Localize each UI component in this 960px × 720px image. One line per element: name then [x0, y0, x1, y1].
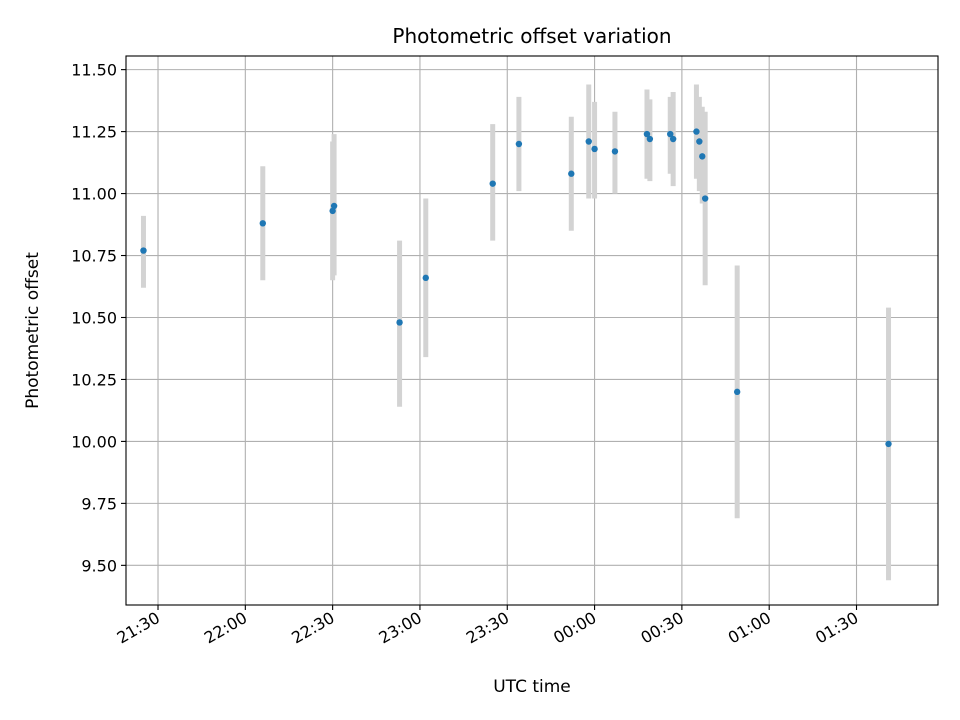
data-point [259, 220, 266, 227]
data-point [330, 202, 338, 210]
data-point [733, 388, 741, 396]
data-point [489, 180, 496, 187]
data-point [696, 138, 703, 145]
y-tick-label: 11.25 [71, 123, 117, 142]
data-point [585, 138, 592, 145]
y-tick-label: 10.50 [71, 308, 117, 327]
y-tick-label: 10.25 [71, 370, 117, 389]
data-point [591, 145, 598, 153]
y-tick-label: 11.50 [71, 61, 117, 80]
data-point [885, 440, 892, 448]
plot-frame [125, 55, 939, 606]
data-point [329, 207, 336, 215]
y-tick-label: 10.00 [71, 432, 117, 451]
data-points [140, 128, 892, 448]
data-point [699, 153, 706, 160]
data-point [140, 247, 147, 254]
data-point [701, 195, 709, 202]
y-tick-label: 10.75 [71, 247, 117, 266]
y-tick-label: 9.50 [81, 556, 117, 575]
data-point [396, 319, 403, 326]
data-point [611, 148, 619, 155]
chart-title: Photometric offset variation [392, 24, 671, 48]
data-point [515, 140, 523, 148]
y-tick-label: 11.00 [71, 185, 117, 204]
data-point [643, 130, 651, 138]
y-axis-label: Photometric offset [23, 252, 43, 409]
data-point [568, 170, 575, 177]
data-point [667, 130, 674, 138]
data-point [669, 135, 677, 143]
data-point [422, 274, 429, 282]
y-axis-ticks: 9.50 9.75 10.00 10.25 10.50 10.75 11.00 11.25 11… [71, 61, 126, 575]
x-axis-label: UTC time [493, 677, 571, 697]
data-point [646, 135, 654, 143]
y-tick-label: 9.75 [81, 494, 117, 513]
data-point [693, 128, 700, 135]
y-gridlines [126, 69, 938, 566]
